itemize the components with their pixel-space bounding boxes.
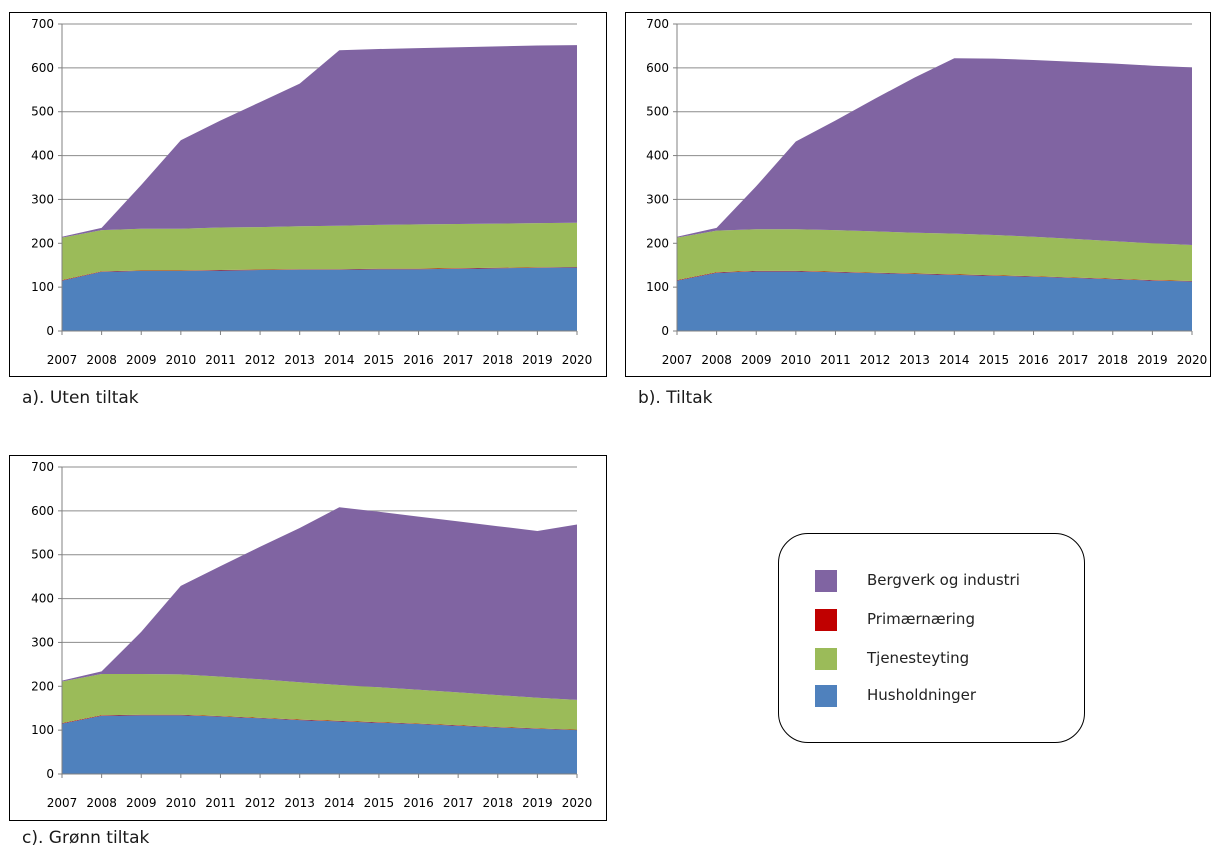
chart-b-xtick-label: 2015 — [979, 353, 1010, 367]
chart-a-area-tjenesteyting — [62, 222, 577, 281]
legend-swatch-bergverk — [815, 570, 837, 592]
chart-a-ytick-label: 100 — [31, 280, 54, 294]
chart-a-ytick-label: 300 — [31, 192, 54, 206]
chart-b-xtick-label: 2013 — [899, 353, 930, 367]
chart-a-xtick-label: 2018 — [482, 353, 513, 367]
chart-b-svg: 0 100 200 300 400 500 600 700 2007 2008 2009 2010 20… — [646, 17, 1208, 367]
chart-c-xtick-label: 2007 — [47, 796, 78, 810]
chart-a-xtick-label: 2020 — [562, 353, 593, 367]
chart-c-ytick-label: 400 — [31, 592, 54, 606]
chart-b-area-husholdninger — [677, 271, 1192, 331]
chart-b-xtick-label: 2020 — [1177, 353, 1208, 367]
chart-b-ytick-label: 400 — [646, 149, 669, 163]
chart-c-ytick-label: 700 — [31, 460, 54, 474]
chart-b-ytick-label: 700 — [646, 17, 669, 31]
legend-swatch-husholdninger — [815, 685, 837, 707]
chart-c-area-tjenesteyting — [62, 674, 577, 730]
chart-b-xtick-label: 2012 — [860, 353, 891, 367]
chart-c-caption: c). Grønn tiltak — [22, 828, 150, 848]
legend-label-bergverk: Bergverk og industri — [867, 571, 1020, 589]
chart-a-xtick-label: 2008 — [86, 353, 117, 367]
chart-c-xtick-label: 2008 — [86, 796, 117, 810]
legend-label-husholdninger: Husholdninger — [867, 686, 977, 704]
chart-a-xtick-label: 2009 — [126, 353, 157, 367]
chart-a-xtick-label: 2013 — [284, 353, 315, 367]
chart-a-xtick-label: 2016 — [403, 353, 434, 367]
chart-b-xtick-label: 2007 — [662, 353, 693, 367]
chart-b-xtick-label: 2019 — [1137, 353, 1168, 367]
chart-a-area-bergverk-og-industri — [62, 45, 577, 238]
chart-a-ytick-label: 200 — [31, 236, 54, 250]
chart-b-caption: b). Tiltak — [638, 388, 713, 408]
chart-c-area-husholdninger — [62, 715, 577, 774]
chart-b-ytick-label: 300 — [646, 192, 669, 206]
chart-c-xtick-label: 2015 — [364, 796, 395, 810]
chart-c-area-bergverk-og-industri — [62, 507, 577, 700]
chart-c-xtick-label: 2010 — [166, 796, 197, 810]
chart-c-ytick-label: 100 — [31, 723, 54, 737]
chart-a-area-husholdninger — [62, 267, 577, 331]
chart-b-xtick-label: 2008 — [701, 353, 732, 367]
chart-a-xtick-label: 2014 — [324, 353, 355, 367]
chart-a-ytick-label: 0 — [46, 324, 54, 338]
chart-b-area-prim-rn-ring — [677, 270, 1192, 282]
chart-c-xtick-label: 2020 — [562, 796, 593, 810]
chart-b-xtick-label: 2016 — [1018, 353, 1049, 367]
chart-c-xtick-label: 2011 — [205, 796, 236, 810]
chart-a-caption: a). Uten tiltak — [22, 388, 139, 408]
chart-c-xtick-label: 2009 — [126, 796, 157, 810]
legend-label-tjenesteyting: Tjenesteyting — [867, 649, 970, 667]
chart-c-ytick-label: 500 — [31, 548, 54, 562]
chart-legend: Bergverk og industri Primærnæring Tjenes… — [778, 533, 1085, 743]
chart-a-xtick-label: 2012 — [245, 353, 276, 367]
chart-c-xtick-label: 2018 — [482, 796, 513, 810]
chart-panel-c: 0 100 200 300 400 500 600 700 2007 2008 2009 2010 20… — [9, 455, 607, 821]
chart-c-ytick-label: 300 — [31, 635, 54, 649]
chart-a-xtick-label: 2017 — [443, 353, 474, 367]
chart-b-ytick-label: 100 — [646, 280, 669, 294]
chart-a-ytick-label: 500 — [31, 105, 54, 119]
chart-a-ytick-label: 700 — [31, 17, 54, 31]
chart-c-ytick-label: 200 — [31, 679, 54, 693]
chart-c-xtick-label: 2013 — [284, 796, 315, 810]
chart-panel-a: 0 100 200 300 400 500 600 700 2007 2008 2009 2010 20… — [9, 12, 607, 377]
chart-c-ytick-label: 600 — [31, 504, 54, 518]
chart-b-ytick-label: 500 — [646, 105, 669, 119]
chart-b-ytick-label: 200 — [646, 236, 669, 250]
chart-c-xtick-label: 2012 — [245, 796, 276, 810]
legend-label-primaernaering: Primærnæring — [867, 610, 975, 628]
chart-a-xtick-label: 2010 — [166, 353, 197, 367]
chart-b-ytick-label: 600 — [646, 61, 669, 75]
chart-b-xtick-label: 2010 — [781, 353, 812, 367]
chart-c-svg: 0 100 200 300 400 500 600 700 2007 2008 2009 2010 20… — [31, 460, 593, 810]
chart-a-xtick-label: 2019 — [522, 353, 553, 367]
chart-c-ytick-label: 0 — [46, 767, 54, 781]
chart-b-area-tjenesteyting — [677, 229, 1192, 281]
chart-b-xtick-label: 2017 — [1058, 353, 1089, 367]
chart-a-ytick-label: 400 — [31, 149, 54, 163]
chart-c-xtick-label: 2019 — [522, 796, 553, 810]
chart-a-ytick-label: 600 — [31, 61, 54, 75]
chart-b-xtick-label: 2009 — [741, 353, 772, 367]
chart-b-xtick-label: 2018 — [1097, 353, 1128, 367]
legend-swatch-primaernaering — [815, 609, 837, 631]
chart-c-xtick-label: 2016 — [403, 796, 434, 810]
chart-c-xtick-label: 2014 — [324, 796, 355, 810]
chart-a-xtick-label: 2015 — [364, 353, 395, 367]
chart-a-svg: 0 100 200 300 400 500 600 700 2007 2008 2009 2010 20… — [31, 17, 593, 367]
chart-b-xtick-label: 2011 — [820, 353, 851, 367]
chart-b-area-bergverk-og-industri — [677, 58, 1192, 246]
legend-swatch-tjenesteyting — [815, 648, 837, 670]
chart-b-xtick-label: 2014 — [939, 353, 970, 367]
chart-a-xtick-label: 2011 — [205, 353, 236, 367]
chart-panel-b: 0 100 200 300 400 500 600 700 2007 2008 2009 2010 20… — [625, 12, 1211, 377]
chart-c-xtick-label: 2017 — [443, 796, 474, 810]
chart-b-ytick-label: 0 — [661, 324, 669, 338]
chart-a-xtick-label: 2007 — [47, 353, 78, 367]
chart-a-area-prim-rn-ring — [62, 267, 577, 281]
